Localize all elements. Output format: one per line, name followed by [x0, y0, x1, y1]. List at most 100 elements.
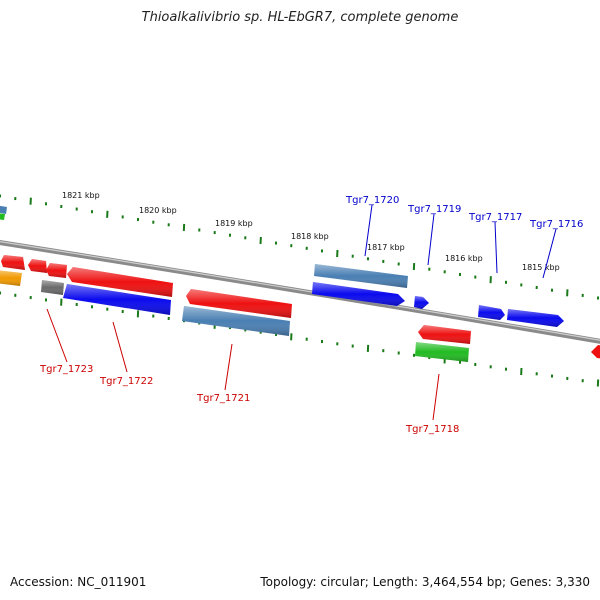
- gene-arrow-small-blue[interactable]: [414, 296, 429, 309]
- gene-arrow-red-e[interactable]: [418, 325, 471, 344]
- scale-tick-minor: [90, 210, 94, 214]
- scale-tick-minor: [550, 288, 554, 292]
- accession-text: Accession: NC_011901: [10, 575, 147, 589]
- gene-arrow-tgr7-1722[interactable]: [63, 284, 171, 315]
- scale-tick-minor: [75, 302, 78, 307]
- scale-tick-minor: [44, 298, 48, 302]
- gene-arrow-red-a[interactable]: [1, 255, 25, 270]
- scale-label: 1820 kbp: [139, 206, 177, 215]
- gene-arrow-left-edge-steelblue[interactable]: [0, 205, 7, 214]
- gene-features-upper: [0, 205, 564, 327]
- genome-backbone: [0, 240, 600, 344]
- scale-tick-major: [412, 263, 416, 271]
- scale-tick-minor: [397, 351, 400, 355]
- scale-tick-minor: [581, 379, 584, 383]
- gene-arrow-tgr7-1720[interactable]: [314, 264, 408, 288]
- scale-labels: 1821 kbp 1820 kbp 1819 kbp 1818 kbp 1817…: [62, 191, 560, 272]
- leader-line-tgr7-1720: [364, 204, 373, 257]
- scale-label: 1816 kbp: [445, 254, 483, 263]
- scale-tick-minor: [44, 202, 48, 206]
- scale-tick-minor: [535, 372, 538, 376]
- scale-tick-major: [182, 223, 186, 231]
- leader-line-tgr7-1717: [494, 221, 498, 274]
- scale-tick-major: [290, 333, 293, 341]
- scale-tick-major: [566, 289, 569, 297]
- leader-line-tgr7-1721: [224, 343, 233, 391]
- scale-tick-minor: [198, 228, 201, 232]
- scale-tick-minor: [167, 223, 170, 227]
- gene-arrow-tgr7-1718[interactable]: [415, 342, 469, 362]
- scale-tick-minor: [382, 349, 385, 353]
- scale-tick-minor: [428, 267, 431, 271]
- scale-tick-minor: [443, 270, 446, 274]
- scale-tick-minor: [14, 293, 17, 297]
- scale-tick-minor: [152, 220, 155, 224]
- scale-tick-minor: [412, 353, 416, 357]
- genome-info-text: Topology: circular; Length: 3,464,554 bp…: [260, 575, 590, 589]
- scale-tick-minor: [581, 293, 584, 297]
- scale-label: 1818 kbp: [291, 232, 329, 241]
- map-title: Thioalkalivibrio sp. HL-EbGR7, complete …: [141, 10, 459, 25]
- gene-arrow-red-d[interactable]: [186, 289, 292, 318]
- scale-tick-major: [136, 310, 140, 318]
- scale-tick-minor: [336, 342, 339, 346]
- scale-tick-minor: [566, 376, 569, 380]
- scale-tick-minor: [550, 374, 554, 378]
- scale-label: 1819 kbp: [215, 219, 253, 228]
- scale-tick-minor: [29, 296, 32, 300]
- gene-label-tgr7-1723[interactable]: Tgr7_1723: [39, 364, 93, 375]
- scale-tick-minor: [320, 339, 324, 344]
- leader-line-tgr7-1722: [112, 321, 128, 373]
- scale-tick-minor: [458, 360, 462, 364]
- scale-line-lower: [0, 291, 600, 387]
- scale-tick-minor: [0, 291, 2, 295]
- gene-arrow-tgr7-1722-red[interactable]: [67, 267, 173, 297]
- scale-label: 1817 kbp: [367, 243, 405, 252]
- scale-tick-minor: [244, 236, 247, 240]
- scale-line-upper: [0, 194, 600, 300]
- scale-tick-minor: [305, 246, 308, 250]
- scale-tick-minor: [90, 305, 94, 309]
- gene-label-tgr7-1722[interactable]: Tgr7_1722: [99, 376, 153, 387]
- scale-tick-minor: [351, 344, 354, 348]
- scale-tick-minor: [213, 231, 216, 235]
- gene-label-tgr7-1720[interactable]: Tgr7_1720: [345, 195, 399, 206]
- gene-label-tgr7-1716[interactable]: Tgr7_1716: [529, 219, 583, 230]
- gene-arrow-tgr7-1716[interactable]: [507, 309, 564, 327]
- scale-tick-minor: [152, 314, 155, 318]
- gene-arrow-tgr7-1723[interactable]: [41, 280, 64, 295]
- gene-label-tgr7-1718[interactable]: Tgr7_1718: [405, 424, 459, 435]
- scale-tick-major: [366, 344, 370, 352]
- scale-tick-minor: [60, 204, 63, 209]
- scale-tick-minor: [320, 249, 324, 253]
- gene-arrow-red-c[interactable]: [46, 263, 67, 278]
- scale-tick-minor: [0, 194, 2, 198]
- gene-label-tgr7-1721[interactable]: Tgr7_1721: [196, 393, 250, 404]
- leader-line-tgr7-1719: [427, 213, 435, 266]
- genome-backbone-highlight: [0, 240, 600, 341]
- scale-tick-minor: [274, 241, 278, 245]
- scale-tick-minor: [366, 257, 370, 261]
- gene-label-tgr7-1719[interactable]: Tgr7_1719: [407, 204, 461, 215]
- scale-tick-minor: [305, 337, 308, 341]
- gene-arrow-tgr7-1721[interactable]: [182, 306, 290, 336]
- gene-arrow-tgr7-1719[interactable]: [312, 282, 405, 306]
- scale-tick-major: [489, 276, 492, 284]
- scale-label: 1821 kbp: [62, 191, 100, 200]
- scale-tick-major: [596, 379, 600, 387]
- scale-tick-minor: [290, 244, 293, 248]
- scale-tick-minor: [228, 233, 232, 237]
- scale-tick-minor: [474, 362, 477, 367]
- scale-tick-minor: [167, 316, 170, 320]
- scale-tick-minor: [397, 262, 400, 266]
- gene-arrow-left-edge-green[interactable]: [0, 213, 5, 220]
- gene-arrow-orange[interactable]: [0, 270, 22, 286]
- gene-label-tgr7-1717[interactable]: Tgr7_1717: [468, 212, 522, 223]
- gene-arrow-red-b[interactable]: [28, 259, 47, 273]
- gene-arrow-tgr7-1717[interactable]: [478, 305, 505, 320]
- gene-arrow-red-right-edge[interactable]: [591, 345, 600, 359]
- scale-tick-major: [60, 298, 63, 306]
- scale-tick-minor: [121, 215, 124, 219]
